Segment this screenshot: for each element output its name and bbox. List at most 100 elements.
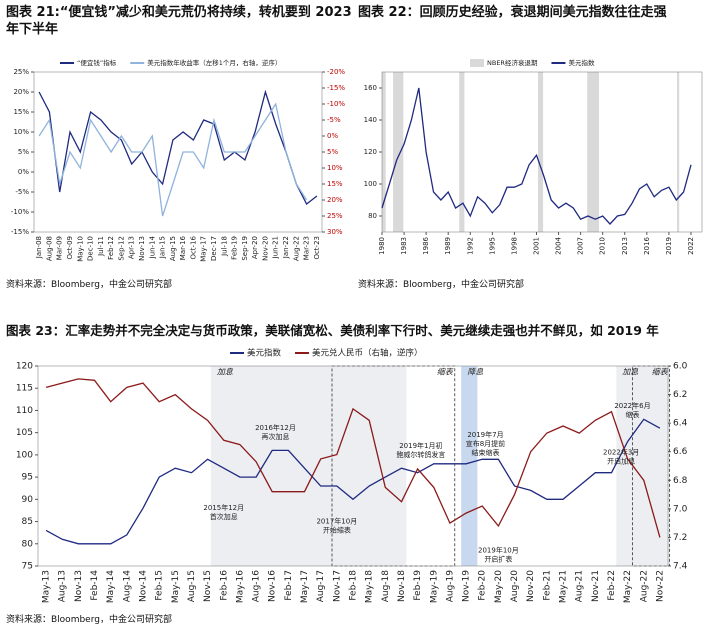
- y2-tick-label: 6.8: [673, 476, 688, 486]
- recession-band: [587, 72, 600, 232]
- annotation: 宣布8月提前: [466, 439, 505, 448]
- y2-tick-label: 6.0: [673, 362, 688, 372]
- x-tick-label: Nov-17: [332, 570, 342, 602]
- y-tick-label: 80: [22, 539, 34, 549]
- x-tick-label: Aug-18: [381, 570, 391, 603]
- y-tick-label: 5%: [18, 148, 29, 156]
- x-tick-label: Aug-16: [252, 570, 262, 603]
- x-tick-label: May-10: [76, 236, 84, 262]
- x-tick-label: 2019: [665, 237, 673, 255]
- y-tick-label: 80: [368, 212, 377, 220]
- x-tick-label: Nov-16: [268, 570, 278, 602]
- annotation: 开始缩表: [323, 526, 351, 535]
- y-tick-label: -10%: [11, 208, 29, 216]
- chart-title: 图表 21:“便宜钱”减少和美元荒仍将持续，转机要到 2023 年下半年: [6, 5, 352, 37]
- y2-tick-label: 7.2: [673, 533, 687, 543]
- recession-band: [382, 72, 386, 232]
- x-tick-label: May-14: [106, 570, 116, 603]
- x-tick-label: Nov-13: [138, 236, 146, 261]
- x-tick-label: Feb-14: [90, 570, 100, 601]
- recession-band: [537, 72, 544, 232]
- annotation: 鲍威尔转鸽发言: [396, 450, 445, 459]
- chart-title: 图表 23：汇率走势并不完全决定与货币政策，美联储宽松、美债利率下行时、美元继续…: [6, 323, 659, 338]
- y-tick-label: 140: [364, 116, 377, 124]
- x-tick-label: Nov-19: [462, 570, 472, 602]
- x-tick-label: Jan-15: [159, 236, 167, 259]
- legend-label: 美元指数年收益率（左移1个月，右轴，逆序）: [147, 58, 281, 67]
- legend-label: 美元指数: [247, 348, 282, 359]
- y-tick-label: 25%: [13, 68, 29, 76]
- x-tick-label: Feb-12: [107, 236, 115, 260]
- annotation: 开启扩表: [484, 554, 512, 563]
- legend-swatch: [470, 59, 484, 67]
- y-tick-label: 120: [16, 362, 33, 372]
- x-tick-label: Oct-09: [66, 236, 74, 260]
- x-tick-label: Feb-16: [219, 570, 229, 601]
- x-tick-label: Aug-20: [510, 570, 520, 603]
- y-tick-label: 90: [22, 495, 34, 505]
- y-tick-label: 160: [364, 84, 377, 92]
- period-band: [616, 366, 670, 566]
- charts: 25% 20% 15% 10% 5% 0% -5% -10% -15% -20% -15% -10% -…: [11, 58, 703, 603]
- period-label: 降息: [467, 368, 483, 377]
- annotation: 结束缩表: [471, 448, 499, 457]
- x-tick-label: 2004: [555, 236, 563, 254]
- data-line: [45, 378, 661, 538]
- y-tick-label: 110: [16, 406, 33, 416]
- x-tick-label: 2010: [599, 237, 607, 255]
- y2-tick-label: 7.0: [673, 504, 688, 514]
- period-label: 缩表: [437, 368, 454, 377]
- x-tick-label: 2007: [577, 237, 585, 255]
- x-tick-label: May-13: [42, 570, 52, 603]
- x-tick-label: Feb-18: [349, 570, 359, 601]
- x-tick-label: May-19: [429, 570, 439, 603]
- annotation: 2015年12月: [203, 503, 244, 512]
- source: 资料来源：Bloomberg，中金公司研究部: [6, 280, 172, 290]
- x-tick-label: Mar-16: [179, 235, 187, 260]
- x-tick-label: Oct-16: [189, 235, 197, 259]
- y2-tick-label: 5%: [327, 148, 338, 156]
- annotation: 2016年12月: [255, 423, 296, 432]
- y-tick-label: 100: [364, 180, 377, 188]
- legend-label: 美元指数: [568, 58, 595, 67]
- x-tick-label: 1989: [444, 237, 452, 255]
- period-label: 加息: [622, 368, 638, 377]
- x-tick-label: Dec-17: [210, 236, 218, 261]
- annotation: 2019年7月: [467, 430, 503, 439]
- x-tick-label: Apr-13: [128, 236, 136, 259]
- x-tick-label: May-22: [623, 570, 633, 603]
- recession-band: [393, 72, 404, 232]
- y2-tick-label: -10%: [327, 100, 345, 108]
- x-tick-label: Apr-20: [251, 236, 259, 259]
- x-tick-label: May-21: [559, 570, 569, 603]
- x-tick-label: Oct-23: [313, 236, 321, 260]
- x-tick-label: 2016: [643, 236, 651, 254]
- y-tick-label: 115: [16, 384, 33, 394]
- x-tick-label: Feb-19: [231, 236, 239, 260]
- data-line: [38, 102, 308, 217]
- source: 资料来源：Bloomberg，中金公司研究部: [6, 615, 172, 625]
- x-tick-label: Nov-13: [74, 570, 84, 602]
- plot-frame: [33, 71, 323, 233]
- y2-tick-label: 6.4: [673, 419, 688, 429]
- annotation: 开启加息: [607, 457, 635, 466]
- y-tick-label: -15%: [11, 228, 29, 236]
- x-tick-label: Nov-20: [526, 570, 536, 602]
- period-label: 加息: [217, 368, 233, 377]
- x-tick-label: 1983: [400, 237, 408, 255]
- y2-tick-label: 10%: [327, 164, 343, 172]
- y-tick-label: 85: [22, 517, 33, 527]
- y2-tick-label: 7.4: [673, 562, 688, 572]
- x-tick-label: Nov-22: [655, 570, 665, 602]
- x-tick-label: 2022: [687, 237, 695, 255]
- x-tick-label: Aug-22: [292, 236, 300, 261]
- chart-title: 图表 22：回顾历史经验，衰退期间美元指数往往走强: [358, 5, 667, 20]
- x-tick-label: Feb-20: [478, 570, 488, 601]
- y2-tick-label: -5%: [327, 116, 341, 124]
- x-tick-label: May-17: [300, 570, 310, 603]
- y-tick-label: 0%: [18, 168, 29, 176]
- x-tick-label: May-16: [235, 570, 245, 603]
- data-line: [38, 89, 318, 205]
- y2-tick-label: 25%: [327, 212, 343, 220]
